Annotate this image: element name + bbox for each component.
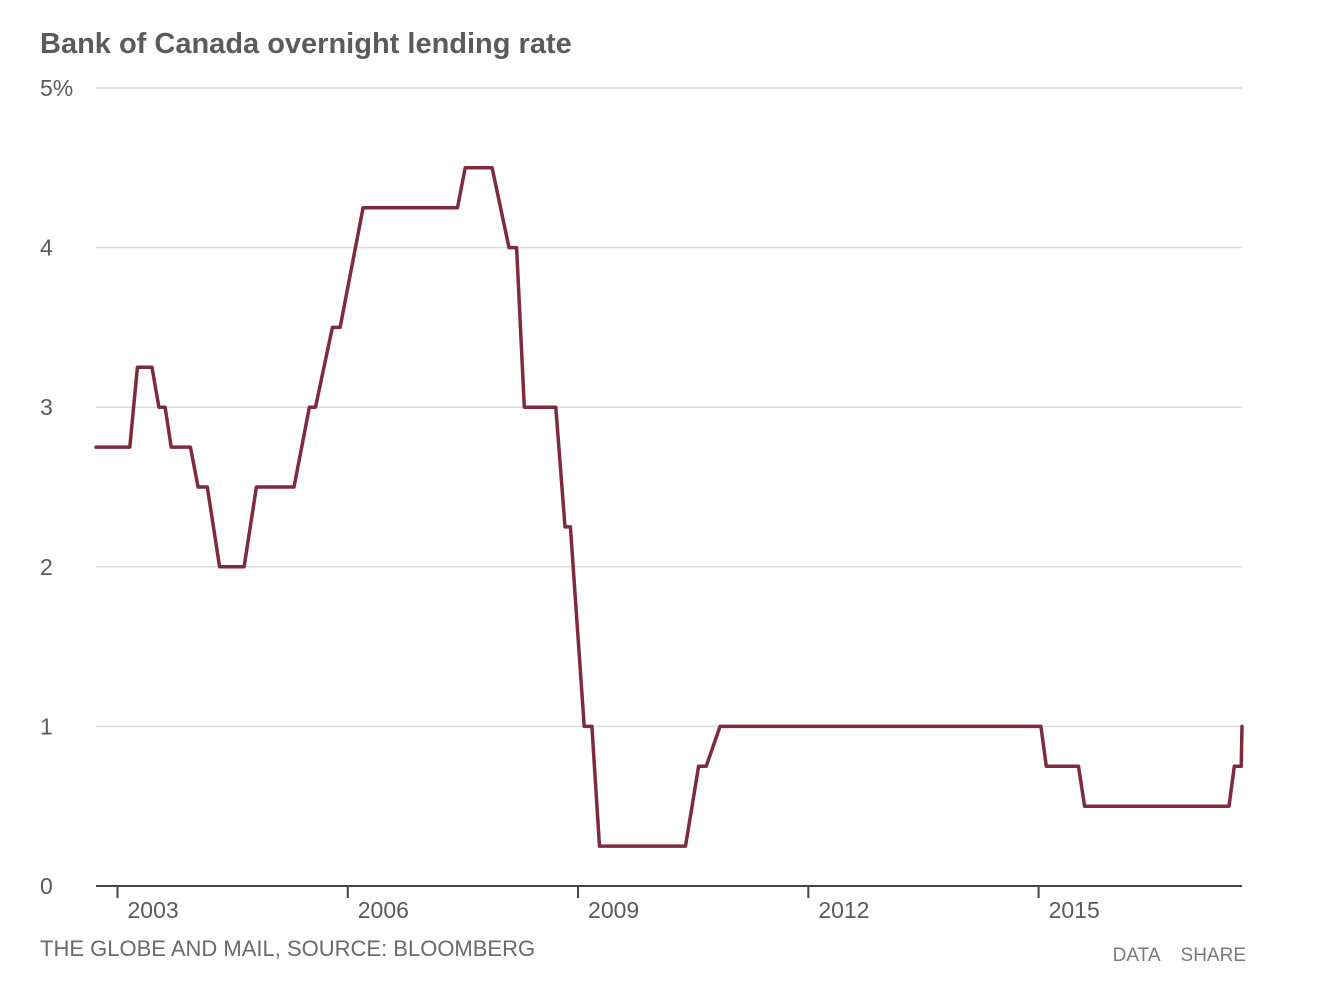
share-link[interactable]: SHARE bbox=[1180, 945, 1246, 966]
source-note: THE GLOBE AND MAIL, SOURCE: BLOOMBERG bbox=[40, 936, 536, 961]
chart-actions: DATA SHARE bbox=[1113, 945, 1246, 967]
y-tick-label: 1 bbox=[40, 713, 53, 739]
y-tick-label: 4 bbox=[40, 235, 53, 261]
x-tick-label: 2009 bbox=[588, 897, 639, 923]
data-link[interactable]: DATA bbox=[1112, 945, 1161, 966]
x-tick-label: 2003 bbox=[127, 897, 178, 923]
series-layer bbox=[94, 166, 1244, 848]
x-tick-label: 2012 bbox=[818, 897, 869, 923]
y-tick-label: 2 bbox=[40, 554, 53, 580]
x-axis: 2003 2006 2009 2012 2015 bbox=[96, 885, 1242, 923]
y-tick-label: 5% bbox=[40, 75, 73, 101]
x-tick-label: 2006 bbox=[358, 897, 409, 923]
y-axis-ticks: 0 1 2 3 4 5% bbox=[40, 75, 73, 899]
chart-title: Bank of Canada overnight lending rate bbox=[40, 28, 572, 60]
x-tick-label: 2015 bbox=[1049, 897, 1100, 923]
y-tick-label: 3 bbox=[40, 394, 53, 420]
y-tick-label: 0 bbox=[40, 873, 53, 899]
series-line bbox=[94, 166, 1244, 848]
gridlines bbox=[96, 87, 1242, 728]
